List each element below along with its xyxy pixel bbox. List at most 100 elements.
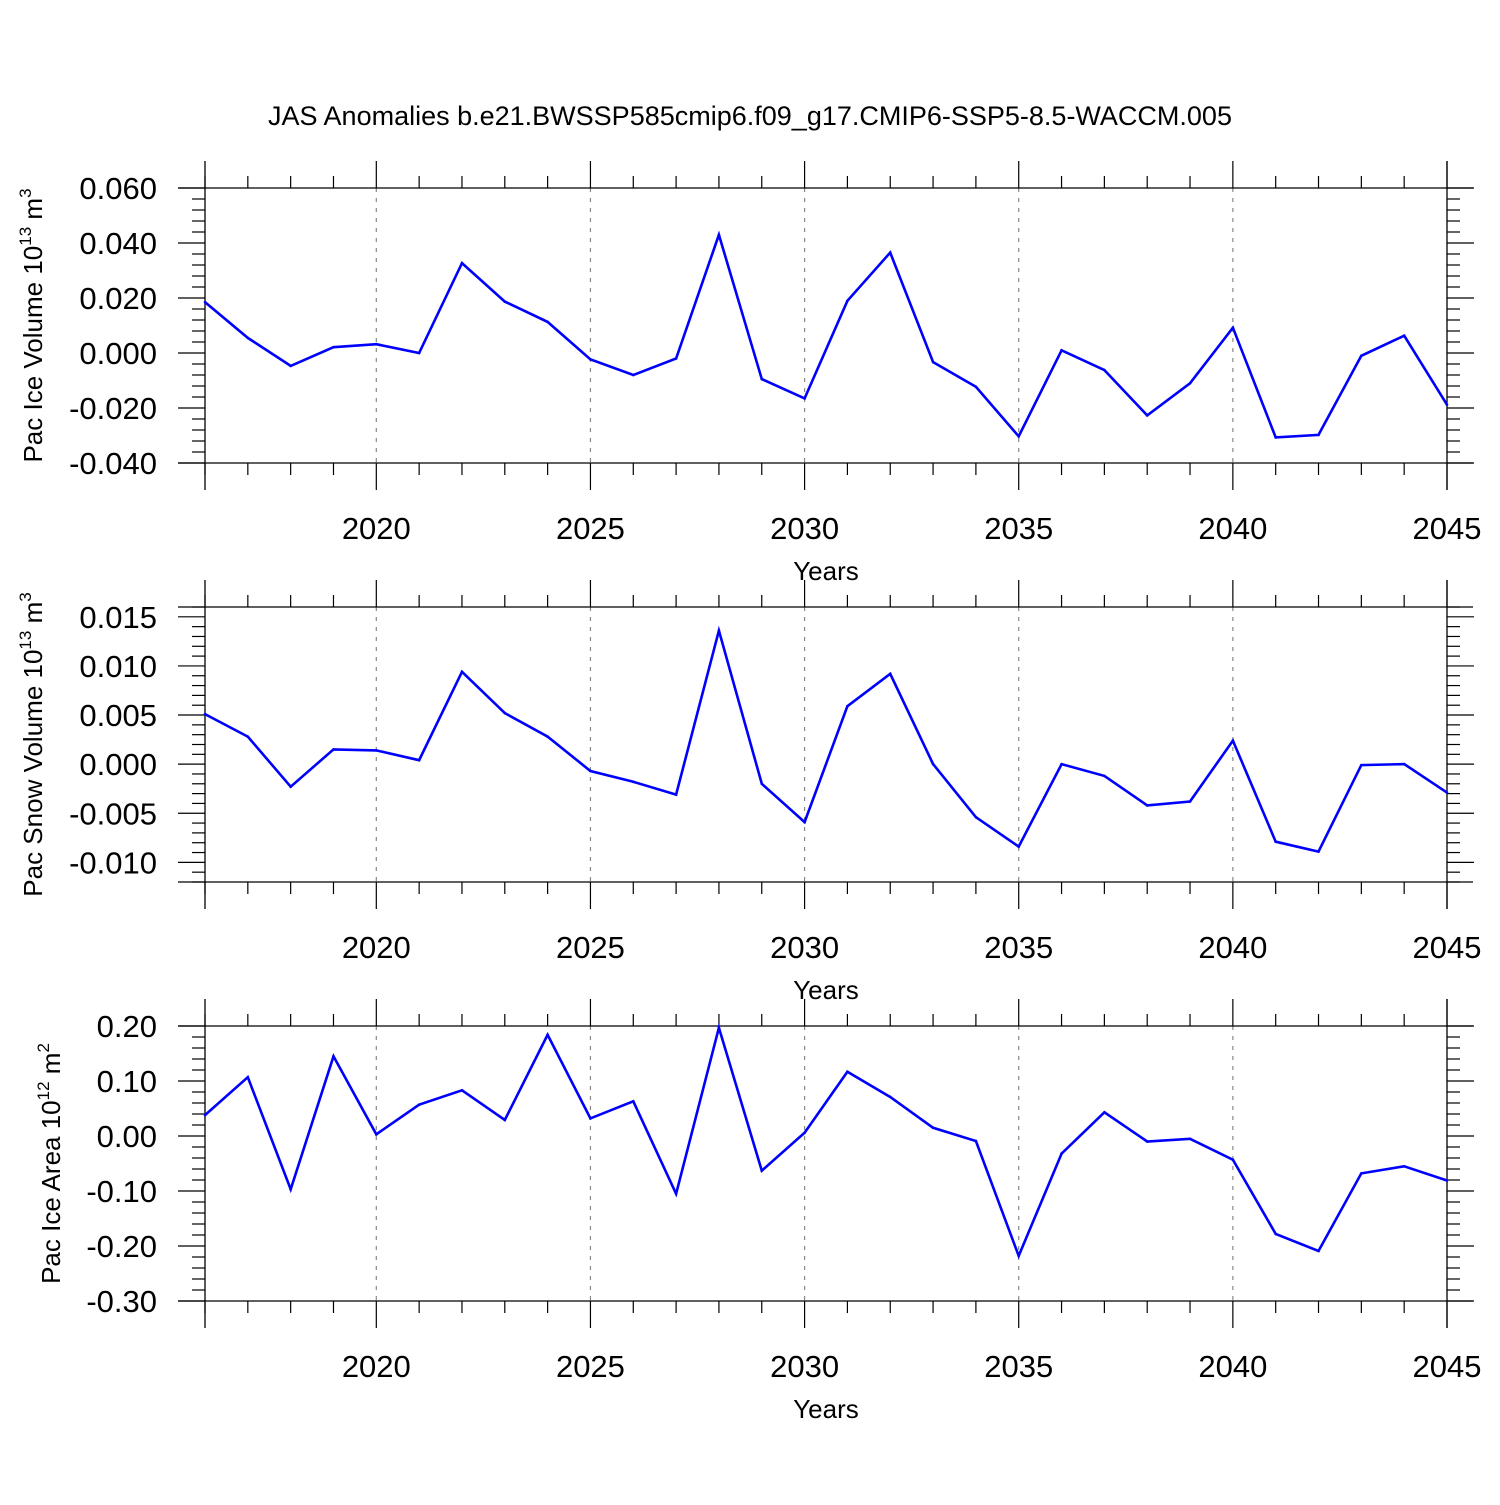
data-point-ice-area-2019: [332, 1054, 335, 1058]
y-axis-title-snow-volume: Pac Snow Volume 1013 m3: [16, 592, 48, 896]
x-tick-label-2030: 2030: [770, 511, 839, 546]
data-point-snow-volume-2019: [332, 748, 335, 751]
x-tick-label-2040: 2040: [1198, 1349, 1267, 1384]
x-tick-label-2025: 2025: [556, 1349, 625, 1384]
data-point-ice-volume-2023: [503, 300, 507, 303]
x-tick-label-2025: 2025: [556, 930, 625, 965]
x-tick-label-2020: 2020: [342, 930, 411, 965]
data-point-ice-area-2032: [888, 1095, 892, 1099]
y-axis-title-ice-area: Pac Ice Area 1012 m2: [34, 1043, 66, 1284]
data-point-snow-volume-2021: [417, 758, 421, 762]
data-point-ice-volume-2038: [1145, 414, 1149, 417]
y-tick-label-0.000: 0.000: [79, 747, 157, 782]
y-tick-label-0.00: 0.00: [97, 1119, 157, 1154]
data-point-ice-area-2044: [1402, 1164, 1406, 1168]
data-point-snow-volume-2043: [1360, 763, 1363, 767]
data-point-ice-area-2021: [417, 1103, 421, 1106]
data-point-snow-volume-2032: [888, 672, 892, 676]
data-point-snow-volume-2041: [1274, 840, 1277, 844]
y-tick-label--0.20: -0.20: [86, 1229, 157, 1264]
data-point-ice-area-2016: [203, 1113, 207, 1117]
data-point-snow-volume-2037: [1103, 774, 1106, 778]
data-point-ice-area-2020: [375, 1133, 378, 1136]
data-point-snow-volume-2030: [803, 820, 806, 824]
data-point-ice-area-2017: [246, 1075, 250, 1079]
data-point-ice-area-2029: [760, 1169, 764, 1172]
data-point-snow-volume-2024: [546, 735, 549, 738]
x-tick-label-2045: 2045: [1413, 1349, 1482, 1384]
data-point-ice-area-2018: [289, 1188, 292, 1191]
x-tick-label-2045: 2045: [1413, 511, 1482, 546]
data-point-ice-volume-2017: [246, 336, 250, 340]
data-point-snow-volume-2017: [246, 735, 250, 738]
x-axis-title-ice-volume: Years: [793, 556, 859, 586]
data-point-snow-volume-2023: [503, 711, 507, 715]
data-point-ice-area-2043: [1360, 1172, 1363, 1175]
data-point-ice-volume-2030: [803, 397, 806, 400]
data-point-snow-volume-2038: [1145, 804, 1149, 807]
data-point-ice-area-2036: [1060, 1152, 1063, 1155]
data-point-snow-volume-2022: [460, 670, 464, 674]
data-point-snow-volume-2039: [1188, 800, 1192, 803]
data-point-ice-area-2022: [460, 1089, 464, 1092]
data-point-snow-volume-2016: [203, 712, 207, 716]
data-point-snow-volume-2033: [931, 762, 935, 766]
x-axis-title-ice-area: Years: [793, 1394, 859, 1424]
data-point-snow-volume-2026: [631, 780, 635, 784]
data-point-snow-volume-2028: [717, 629, 721, 632]
data-point-ice-area-2028: [717, 1026, 721, 1029]
data-point-ice-volume-2021: [417, 351, 421, 355]
data-point-snow-volume-2045: [1445, 791, 1449, 794]
data-point-ice-area-2033: [931, 1126, 935, 1130]
panel-ice-volume: -0.040 -0.020 0.000 0.020 0.040 0.060 2020 2025…: [16, 161, 1481, 586]
series-line-snow-volume: [204, 625, 1448, 854]
y-axis-title-ice-volume: Pac Ice Volume 1013 m3: [16, 188, 48, 462]
data-point-snow-volume-2044: [1402, 762, 1406, 766]
y-tick-label--0.30: -0.30: [86, 1284, 157, 1319]
data-point-ice-area-2045: [1445, 1179, 1449, 1182]
y-tick-label-0.005: 0.005: [79, 698, 157, 733]
data-point-ice-area-2026: [631, 1100, 635, 1103]
chart-title: JAS Anomalies b.e21.BWSSP585cmip6.f09_g1…: [268, 101, 1232, 131]
data-point-ice-volume-2041: [1274, 436, 1277, 439]
data-point-ice-volume-2042: [1317, 433, 1320, 437]
x-tick-label-2035: 2035: [984, 930, 1053, 965]
data-point-snow-volume-2018: [289, 785, 292, 789]
y-tick-label-0.040: 0.040: [79, 226, 157, 261]
y-tick-label-0.060: 0.060: [79, 171, 157, 206]
data-point-ice-area-2038: [1145, 1140, 1149, 1143]
x-tick-label-2040: 2040: [1198, 930, 1267, 965]
data-point-ice-volume-2025: [589, 358, 592, 361]
panel-ice-area: -0.30 -0.20 -0.10 0.00 0.10 0.20 2020 2025 2030 2…: [34, 999, 1481, 1424]
data-point-ice-volume-2033: [931, 360, 935, 364]
y-tick-label--0.020: -0.020: [69, 391, 157, 426]
data-point-ice-area-2042: [1317, 1249, 1320, 1253]
data-point-snow-volume-2025: [589, 769, 592, 773]
data-point-ice-volume-2044: [1402, 334, 1406, 337]
y-tick-label--0.10: -0.10: [86, 1174, 157, 1209]
x-tick-label-2025: 2025: [556, 511, 625, 546]
data-point-ice-area-2031: [846, 1070, 849, 1073]
data-point-snow-volume-2031: [846, 704, 849, 708]
y-tick-label--0.005: -0.005: [69, 796, 157, 831]
x-tick-label-2030: 2030: [770, 1349, 839, 1384]
data-point-ice-area-2035: [1017, 1254, 1021, 1258]
data-point-ice-area-2025: [589, 1117, 592, 1120]
data-point-ice-volume-2016: [203, 300, 207, 304]
data-point-snow-volume-2029: [760, 782, 764, 786]
data-point-snow-volume-2036: [1060, 762, 1063, 766]
data-point-ice-volume-2045: [1445, 403, 1449, 407]
x-tick-label-2020: 2020: [342, 511, 411, 546]
y-tick-label-0.015: 0.015: [79, 600, 157, 635]
data-point-ice-area-2023: [503, 1118, 507, 1122]
data-point-snow-volume-2027: [674, 793, 678, 796]
data-point-ice-volume-2035: [1017, 435, 1021, 438]
data-point-ice-volume-2039: [1188, 381, 1192, 385]
data-point-ice-volume-2034: [974, 385, 978, 389]
data-point-ice-volume-2037: [1103, 368, 1106, 372]
data-point-ice-volume-2026: [631, 373, 635, 377]
data-point-snow-volume-2034: [974, 815, 978, 819]
data-point-ice-area-2034: [974, 1139, 978, 1143]
